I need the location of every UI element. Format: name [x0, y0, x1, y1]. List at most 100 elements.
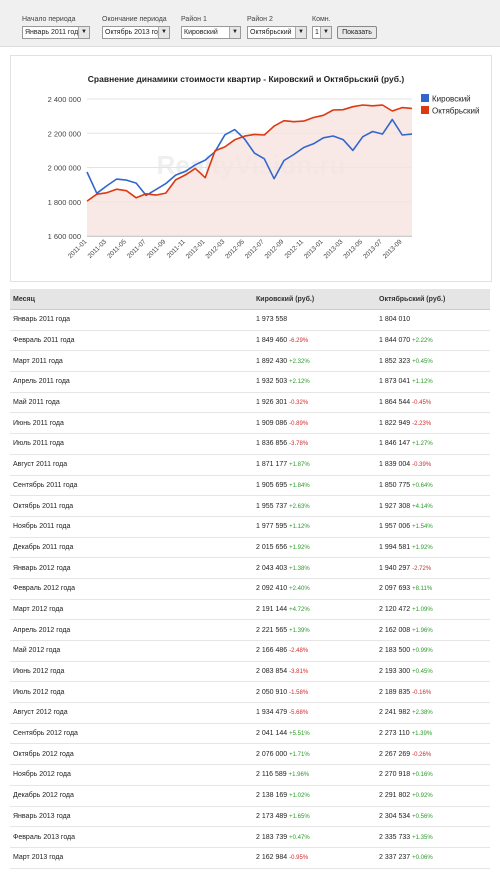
change-percent: +1.39% — [289, 627, 310, 634]
cell-kirovsky: 2 191 144 +4.72% — [253, 599, 376, 621]
change-percent: +0.92% — [412, 793, 433, 800]
x-tick-label: 2013-01 — [303, 238, 325, 260]
month-label: Июль 2012 года — [13, 688, 65, 696]
month-label: Декабрь 2011 года — [13, 543, 74, 551]
cell-oktyabrsky: 1 844 070 +2.22% — [376, 330, 490, 352]
cell-month: Февраль 2013 года — [10, 826, 253, 848]
data-table: Месяц Кировский (руб.) Октябрьский (руб.… — [10, 289, 490, 869]
cell-kirovsky: 1 926 301 -0.32% — [253, 392, 376, 414]
y-axis: 2 400 000 2 200 000 2 000 000 1 800 000 1 60… — [48, 95, 81, 241]
cell-month: Октябрь 2012 года — [10, 743, 253, 766]
cell-month: Январь 2013 года — [10, 806, 253, 828]
price-value: 2 221 565 — [256, 626, 288, 634]
cell-kirovsky: 1 909 086 -0.89% — [253, 412, 376, 435]
cell-kirovsky: 1 934 479 -5.68% — [253, 702, 376, 724]
cell-kirovsky: 2 050 910 -1.58% — [253, 681, 376, 704]
price-value: 1 940 297 — [379, 564, 411, 572]
rooms-value: 1 — [315, 29, 319, 36]
header-oktyabrsky: Октябрьский (руб.) — [376, 289, 490, 310]
cell-oktyabrsky: 2 162 008 +1.96% — [376, 619, 490, 641]
change-percent: -2.48% — [289, 648, 309, 655]
change-percent: -0.26% — [412, 751, 432, 758]
price-value: 2 050 910 — [256, 688, 288, 696]
cell-kirovsky: 2 162 984 -0.95% — [253, 847, 376, 869]
table-row: Февраль 2011 года 1 849 460 -6.29% 1 844 07… — [10, 330, 490, 352]
price-value: 1 927 308 — [379, 502, 411, 510]
change-percent: -0.95% — [289, 855, 309, 862]
cell-month: Март 2013 года — [10, 847, 253, 869]
cell-oktyabrsky: 1 873 041 +1.12% — [376, 371, 490, 393]
price-value: 2 191 144 — [256, 605, 288, 613]
district2-select[interactable]: Октябрьский ▼ — [247, 26, 307, 39]
x-tick-label: 2013-05 — [342, 238, 364, 260]
x-tick-label: 2012-05 — [224, 238, 246, 260]
change-percent: -0.45% — [412, 400, 432, 407]
price-value: 2 097 693 — [379, 585, 411, 593]
month-label: Август 2011 года — [13, 461, 68, 469]
price-value: 2 092 410 — [256, 585, 288, 593]
x-tick-label: 2013-03 — [323, 238, 345, 260]
rooms-select[interactable]: 1 ▼ — [312, 26, 332, 39]
price-value: 1 871 177 — [256, 461, 288, 469]
end-period-label: Окончание периода — [102, 16, 167, 23]
price-value: 1 839 004 — [379, 461, 411, 469]
change-percent: -0.16% — [412, 689, 432, 696]
price-value: 1 905 695 — [256, 481, 288, 489]
cell-oktyabrsky: 2 241 982 +2.38% — [376, 702, 490, 724]
month-label: Июнь 2012 года — [13, 668, 65, 676]
price-value: 1 892 430 — [256, 357, 288, 365]
price-value: 2 270 918 — [379, 771, 411, 779]
month-label: Июнь 2011 года — [13, 419, 64, 427]
table-row: Январь 2012 года 2 043 403 +1.38% 1 940 297… — [10, 557, 490, 579]
cell-kirovsky: 1 892 430 +2.32% — [253, 350, 376, 373]
change-percent: -3.81% — [289, 669, 309, 676]
x-tick-label: 2012-09 — [264, 238, 286, 260]
show-button[interactable]: Показать — [337, 26, 377, 39]
change-percent: +1.92% — [289, 544, 310, 551]
cell-oktyabrsky: 1 927 308 +4.14% — [376, 495, 490, 517]
change-percent: +1.12% — [289, 524, 310, 531]
price-value: 2 162 984 — [256, 854, 288, 862]
change-percent: +4.14% — [412, 503, 433, 510]
change-percent: +0.56% — [412, 813, 433, 820]
table-row: Август 2012 года 1 934 479 -5.68% 2 241 982… — [10, 702, 490, 724]
cell-kirovsky: 2 221 565 +1.39% — [253, 619, 376, 641]
cell-oktyabrsky: 2 183 500 +0.99% — [376, 640, 490, 662]
cell-kirovsky: 1 977 595 +1.12% — [253, 516, 376, 538]
chevron-down-icon: ▼ — [229, 27, 240, 38]
cell-oktyabrsky: 2 335 733 +1.35% — [376, 826, 490, 848]
price-value: 2 193 300 — [379, 668, 411, 676]
cell-month: Май 2012 года — [10, 640, 253, 662]
cell-oktyabrsky: 2 291 802 +0.92% — [376, 785, 490, 807]
table-row: Март 2011 года 1 892 430 +2.32% 1 852 323 +0… — [10, 350, 490, 373]
chart-title: Сравнение динамики стоимости квартир - К… — [88, 74, 405, 84]
table-row: Май 2011 года 1 926 301 -0.32% 1 864 544 -0.… — [10, 392, 490, 414]
legend-swatch — [421, 106, 429, 114]
cell-oktyabrsky: 2 273 110 +1.39% — [376, 723, 490, 745]
change-percent: -2.23% — [412, 420, 432, 427]
cell-oktyabrsky: 2 270 918 +0.16% — [376, 764, 490, 786]
cell-kirovsky: 2 015 656 +1.92% — [253, 537, 376, 559]
month-label: Март 2013 года — [13, 854, 64, 862]
price-value: 2 116 589 — [256, 771, 287, 779]
month-label: Февраль 2011 года — [13, 337, 75, 345]
cell-oktyabrsky: 2 189 835 -0.16% — [376, 681, 490, 704]
change-percent: +4.72% — [289, 606, 310, 613]
change-percent: -0.39% — [412, 462, 432, 469]
change-percent: +1.96% — [412, 627, 433, 634]
x-tick-label: 2012-11 — [284, 238, 306, 260]
end-period-select[interactable]: Октябрь 2013 года ▼ — [102, 26, 170, 39]
cell-oktyabrsky: 1 852 323 +0.45% — [376, 350, 490, 373]
district2-value: Октябрьский — [250, 29, 292, 36]
change-percent: -5.68% — [289, 710, 309, 717]
price-comparison-chart: Сравнение динамики стоимости квартир - К… — [48, 74, 480, 260]
cell-oktyabrsky: 2 267 269 -0.26% — [376, 743, 490, 766]
cell-month: Апрель 2011 года — [10, 371, 253, 393]
district1-select[interactable]: Кировский ▼ — [181, 26, 241, 39]
table-row: Декабрь 2011 года 2 015 656 +1.92% 1 994 58… — [10, 537, 490, 559]
start-period-select[interactable]: Январь 2011 года ▼ — [22, 26, 90, 39]
area-layer — [87, 105, 412, 236]
chevron-down-icon: ▼ — [295, 27, 306, 38]
y-tick-label: 2 200 000 — [48, 129, 81, 138]
cell-month: Ноябрь 2011 года — [10, 516, 253, 538]
